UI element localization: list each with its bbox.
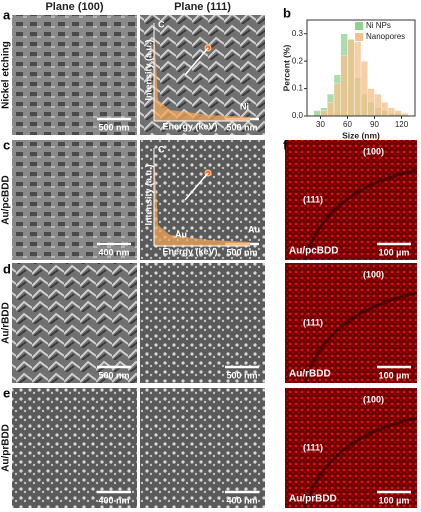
sem-image [12,140,137,260]
scale-bar-label: 500 nm [226,370,257,380]
panel-letter: d [3,261,11,276]
scale-bar-label: 400 nm [98,247,129,257]
histogram-bar [327,102,335,117]
region-label: (100) [363,269,384,279]
map-label: Au/prBDD [289,494,337,505]
x-tick-label: 30 [316,120,325,129]
histogram-bar [340,55,348,117]
histogram-bar [360,60,368,117]
x-tick-label: 90 [370,120,379,129]
scale-bar-label: 500 nm [226,247,257,257]
x-axis-label: Size (nm) [342,130,380,140]
region-label: (111) [303,317,323,327]
eds-peak-label: C [158,144,165,154]
histogram-bar [354,41,362,117]
region-label: (111) [303,194,323,204]
map-label: Au/pcBDD [289,246,338,257]
histogram-bar [394,110,402,117]
y-tick-label: 0.3 [292,29,304,38]
grain-boundary [303,291,418,384]
y-tick-label: 0.0 [292,111,304,120]
eds-peak-label: Ni [240,101,249,111]
scale-bar-label: 100 µm [379,247,410,257]
y-tick-label: 0.1 [292,84,304,93]
column-header: Plane (111) [174,1,231,13]
row-label: Au/pcBDD [1,175,12,224]
column-header: Plane (100) [45,1,103,13]
scale-bar-label: 400 nm [226,495,257,505]
scale-bar-label: 500 nm [98,370,129,380]
histogram-bar [320,110,328,117]
panel-letter: c [3,137,10,152]
histogram-bar [387,107,395,117]
eds-x-label: Energy (keV) [162,121,217,131]
sem-image [12,15,137,135]
scale-bar-label: 400 nm [98,495,129,505]
scale-bar-label: 500 nm [98,122,129,132]
eds-spectrum [154,27,250,121]
sem-image [12,388,137,508]
y-tick-label: 0.2 [292,56,304,65]
eds-spectrum [154,152,250,246]
plot-frame [306,19,416,117]
legend-swatch [355,33,363,41]
x-tick-label: 120 [395,120,409,129]
scale-bar-label: 100 µm [379,370,410,380]
region-label: (100) [363,146,384,156]
eds-peak-label: Au [175,229,187,239]
eds-map [285,388,417,508]
eds-pointer [184,172,209,201]
histogram-bar [374,93,382,117]
eds-map [285,140,417,260]
eds-peak-label: C [158,19,165,29]
histogram-bar [313,110,321,117]
histogram-bar [381,102,389,117]
eds-x-label: Energy (keV) [162,246,217,256]
row-label: Au/rBDD [1,302,12,344]
eds-peak-label: Au [248,224,260,234]
region-label: (111) [303,442,323,452]
panel-letter: b [283,5,291,20]
eds-y-label: Intensity (a.u.) [143,39,153,100]
panel-letter: a [3,7,11,22]
panel-letter: f [283,137,288,152]
sem-image [140,388,265,508]
y-axis-label: Percent (%) [281,44,291,91]
row-label: Nickel etching [1,41,12,109]
histogram-bar [367,88,375,117]
map-label: Au/rBDD [289,369,331,380]
legend-label: Nanopores [366,32,405,41]
sem-image [140,263,265,383]
scale-bar-label: 500 nm [226,122,257,132]
eds-map [285,263,417,383]
histogram-bar [333,82,341,117]
eds-pointer [184,47,209,76]
eds-y-label: Intensity (a.u.) [143,164,153,225]
histogram-bar [347,39,355,117]
sem-image [12,263,137,383]
scale-bar-label: 100 µm [379,495,410,505]
x-tick-label: 60 [343,120,352,129]
grain-boundary [303,416,418,509]
panel-letter: e [3,385,10,400]
region-label: (100) [363,394,384,404]
legend-label: Ni NPs [366,21,391,30]
row-label: Au/prBDD [1,424,12,472]
grain-boundary [303,168,418,261]
legend-swatch [355,22,363,30]
